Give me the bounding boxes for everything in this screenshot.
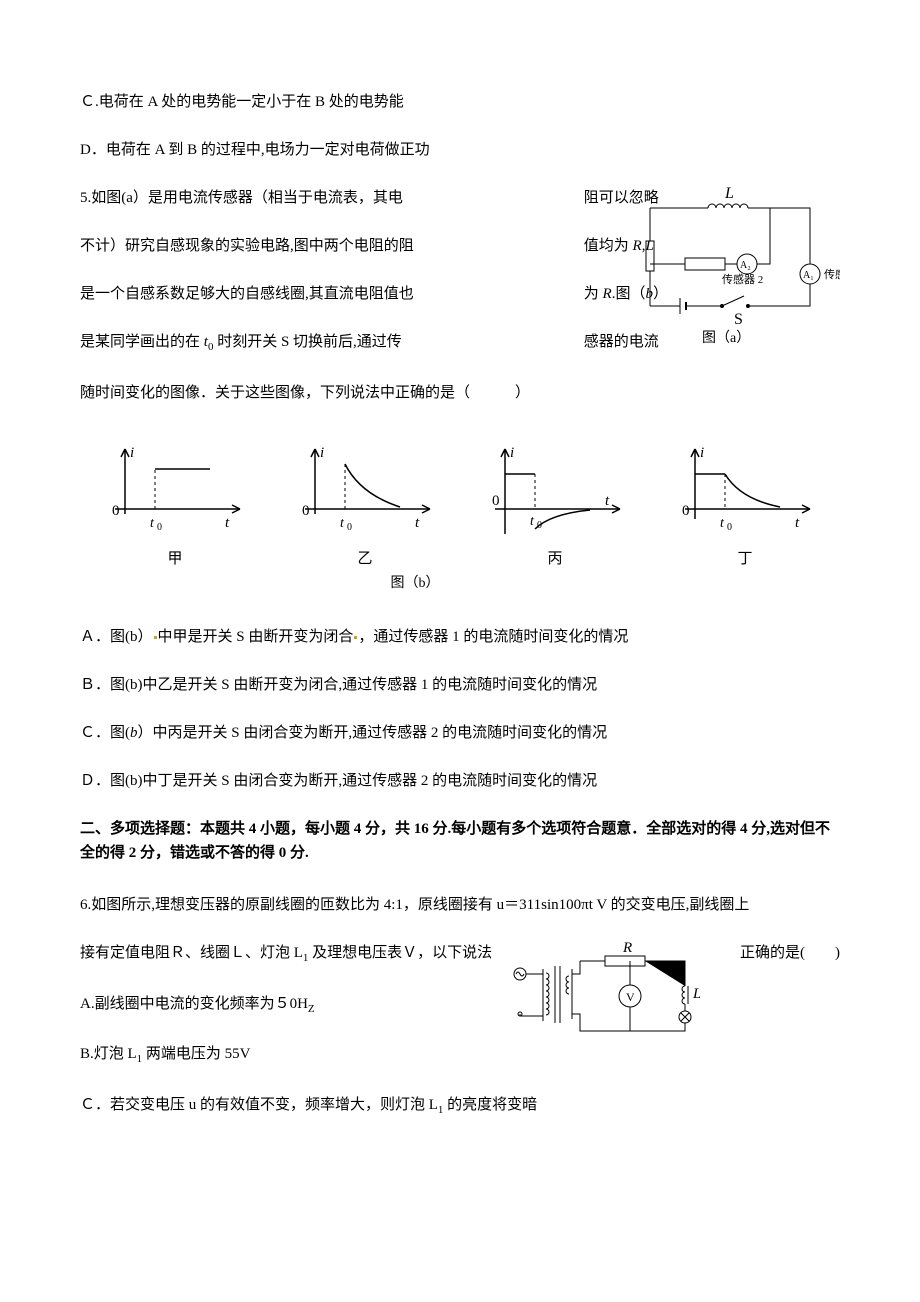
q6-option-b: B.灯泡 L1 两端电压为 55V	[80, 1042, 840, 1069]
text-content: D．电荷在 A 到 B 的过程中,电场力一定对电荷做正功	[80, 142, 430, 158]
svg-text:0: 0	[727, 522, 732, 533]
q6-line2-left: 接有定值电阻Ｒ、线圈Ｌ、灯泡 L1 及理想电压表Ｖ，以下说法	[80, 941, 590, 968]
caption-a: 图（a）	[702, 330, 750, 346]
q6-line1: 6.如图所示,理想变压器的原副线圈的匝数比为 4:1，原线圈接有 u＝311si…	[80, 893, 840, 917]
svg-text:t: t	[605, 493, 610, 509]
svg-text:0: 0	[112, 503, 120, 519]
text-content: Ｃ.电荷在 A 处的电势能一定小于在 B 处的电势能	[80, 94, 404, 110]
svg-text:L: L	[692, 986, 700, 1002]
svg-text:i: i	[700, 445, 704, 461]
svg-text:V: V	[626, 990, 635, 1004]
svg-text:t: t	[150, 516, 155, 531]
opt-a-post: 中甲是开关 S 由断开变为闭合	[158, 629, 354, 645]
a1-label: A₁	[803, 270, 814, 281]
accent-dot-icon	[354, 636, 357, 639]
q5-line4-left: 是某同学画出的在 t0 时刻开关 S 切换前后,通过传	[80, 330, 510, 357]
q5-option-a: Ａ．图(b） 中甲是开关 S 由断开变为闭合，通过传感器 1 的电流随时间变化的情…	[80, 625, 840, 649]
graphs-row: i 0 t t 0 甲 i 0 t t 0	[80, 429, 840, 571]
question-6: 6.如图所示,理想变压器的原副线圈的匝数比为 4:1，原线圈接有 u＝311si…	[80, 893, 840, 1119]
q4-option-c: Ｃ.电荷在 A 处的电势能一定小于在 B 处的电势能	[80, 90, 840, 114]
q5-option-b: Ｂ．图(b)中乙是开关 S 由断开变为闭合,通过传感器 1 的电流随时间变化的情…	[80, 673, 840, 697]
svg-text:t: t	[795, 515, 800, 531]
svg-text:t: t	[340, 516, 345, 531]
svg-text:0: 0	[347, 522, 352, 533]
q6-option-c: Ｃ．若交变电压 u 的有效值不变，频率增大，则灯泡 L1 的亮度将变暗	[80, 1093, 840, 1120]
sensor2-label: 传感器 2	[722, 273, 763, 286]
svg-text:0: 0	[537, 520, 542, 531]
circuit-diagram-a: L A₂ 传感器 2 A₁ 传感器 1	[640, 186, 840, 354]
caption-b: 图（b）	[0, 573, 840, 595]
q5-line1-left: 5.如图(a）是用电流传感器（相当于电流表，其电	[80, 186, 510, 210]
svg-text:i: i	[130, 445, 134, 461]
accent-dot-icon	[154, 636, 157, 639]
q6-option-a: A.副线圈中电流的变化频率为５0HZ	[80, 992, 840, 1019]
svg-text:t: t	[415, 515, 420, 531]
opt-a-pre: Ａ．图(b）	[80, 629, 153, 645]
inductor-label-text: L	[724, 186, 734, 202]
q5-option-d: Ｄ．图(b)中丁是开关 S 由闭合变为断开,通过传感器 2 的电流随时间变化的情…	[80, 769, 840, 793]
svg-text:t: t	[720, 516, 725, 531]
graph-label-ding: 丁	[737, 547, 752, 571]
graph-label-yi: 乙	[357, 547, 372, 571]
svg-text:i: i	[320, 445, 324, 461]
a2-label: A₂	[740, 260, 751, 271]
q5-line5: 随时间变化的图像．关于这些图像，下列说法中正确的是（ ）	[80, 381, 840, 405]
svg-text:i: i	[510, 445, 514, 461]
svg-text:0: 0	[682, 503, 690, 519]
graph-ding: i 0 t t 0 丁	[670, 439, 820, 571]
svg-text:t: t	[530, 514, 535, 529]
q5-line3-left: 是一个自感系数足够大的自感线圈,其直流电阻值也	[80, 282, 510, 306]
graph-label-jia: 甲	[167, 547, 182, 571]
svg-text:0: 0	[157, 522, 162, 533]
opt-a-tail: ，通过传感器 1 的电流随时间变化的情况	[358, 629, 628, 645]
graph-jia: i 0 t t 0 甲	[100, 439, 250, 571]
svg-text:0: 0	[492, 493, 500, 509]
graph-label-bing: 丙	[547, 547, 562, 571]
q5-option-c: Ｃ．图(b）中丙是开关 S 由闭合变为断开,通过传感器 2 的电流随时间变化的情…	[80, 721, 840, 745]
svg-text:0: 0	[302, 503, 310, 519]
section-2-title: 二、多项选择题：本题共 4 小题，每小题 4 分，共 16 分.每小题有多个选项…	[80, 817, 840, 865]
question-5: L A₂ 传感器 2 A₁ 传感器 1	[80, 186, 840, 793]
graph-bing: i 0 t t 0 丙	[480, 439, 630, 571]
switch-label: S	[734, 311, 743, 328]
sensor1-label: 传感器 1	[824, 268, 840, 281]
svg-text:t: t	[225, 515, 230, 531]
q5-line2-left: 不计）研究自感现象的实验电路,图中两个电阻的阻	[80, 234, 510, 258]
q6-line2-right: 正确的是( )	[740, 941, 840, 965]
q4-option-d: D．电荷在 A 到 B 的过程中,电场力一定对电荷做正功	[80, 138, 840, 162]
graph-yi: i 0 t t 0 乙	[290, 439, 440, 571]
